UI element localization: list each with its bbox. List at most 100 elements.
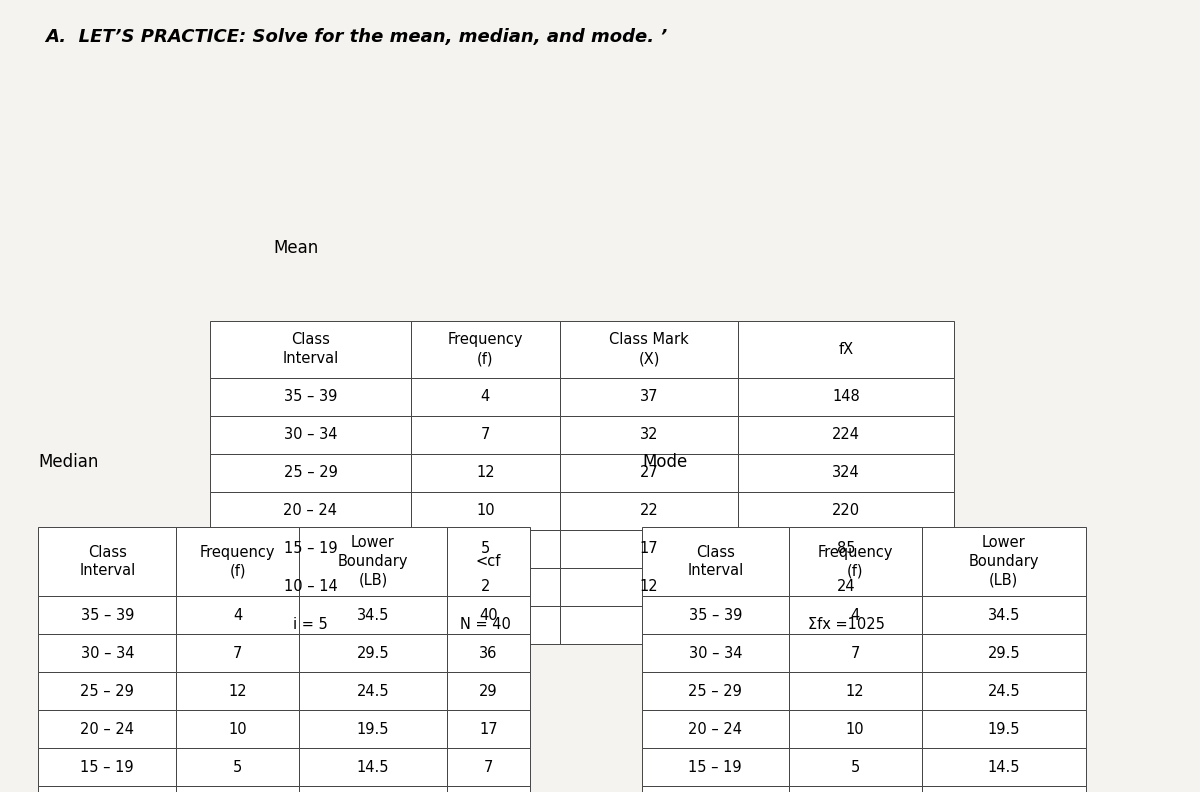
Text: 12: 12	[640, 580, 659, 594]
Text: 324: 324	[833, 466, 860, 480]
Bar	[299, 672, 446, 710]
Text: 30 – 34: 30 – 34	[283, 428, 337, 442]
Bar	[210, 416, 410, 454]
Bar	[922, 634, 1086, 672]
Text: N = 40: N = 40	[460, 618, 511, 632]
Text: 25 – 29: 25 – 29	[283, 466, 337, 480]
Bar	[210, 530, 410, 568]
Bar	[738, 321, 954, 378]
Text: Frequency
(f): Frequency (f)	[448, 333, 523, 366]
Bar	[38, 634, 176, 672]
Bar	[299, 634, 446, 672]
Bar	[410, 530, 559, 568]
Bar	[559, 492, 738, 530]
Bar	[642, 527, 788, 596]
Bar	[559, 568, 738, 606]
Text: 25 – 29: 25 – 29	[689, 684, 742, 699]
Bar	[738, 378, 954, 416]
Bar	[210, 568, 410, 606]
Bar	[38, 672, 176, 710]
Text: 14.5: 14.5	[356, 760, 389, 775]
Text: 220: 220	[832, 504, 860, 518]
Text: 4: 4	[481, 390, 490, 404]
Bar	[642, 596, 788, 634]
Bar	[176, 748, 299, 786]
Text: 40: 40	[479, 608, 498, 623]
Text: Lower
Boundary
(LB): Lower Boundary (LB)	[337, 535, 408, 588]
Bar	[210, 492, 410, 530]
Bar	[299, 596, 446, 634]
Text: 20 – 24: 20 – 24	[80, 722, 134, 737]
Bar	[299, 786, 446, 792]
Bar	[642, 710, 788, 748]
Text: i = 5: i = 5	[293, 618, 328, 632]
Text: 4: 4	[851, 608, 859, 623]
Bar	[738, 606, 954, 644]
Bar	[559, 378, 738, 416]
Bar	[738, 568, 954, 606]
Text: 34.5: 34.5	[356, 608, 389, 623]
Text: 29.5: 29.5	[988, 646, 1020, 661]
Text: 15 – 19: 15 – 19	[80, 760, 134, 775]
Text: 22: 22	[640, 504, 659, 518]
Text: 34.5: 34.5	[988, 608, 1020, 623]
Text: 29: 29	[479, 684, 498, 699]
Bar	[922, 672, 1086, 710]
Bar	[922, 596, 1086, 634]
Text: Class Mark
(X): Class Mark (X)	[610, 333, 689, 366]
Text: Lower
Boundary
(LB): Lower Boundary (LB)	[968, 535, 1039, 588]
Bar	[559, 454, 738, 492]
Bar	[922, 710, 1086, 748]
Bar	[410, 378, 559, 416]
Text: Σfx =1025: Σfx =1025	[808, 618, 884, 632]
Bar	[788, 748, 922, 786]
Bar	[559, 321, 738, 378]
Text: 20 – 24: 20 – 24	[689, 722, 743, 737]
Bar	[210, 321, 410, 378]
Bar	[446, 710, 530, 748]
Bar	[410, 568, 559, 606]
Text: 19.5: 19.5	[356, 722, 389, 737]
Text: 30 – 34: 30 – 34	[689, 646, 742, 661]
Text: 5: 5	[233, 760, 242, 775]
Bar	[788, 710, 922, 748]
Bar	[922, 786, 1086, 792]
Text: Class
Interval: Class Interval	[79, 545, 136, 578]
Text: 10: 10	[476, 504, 494, 518]
Text: Median: Median	[38, 453, 98, 471]
Text: 17: 17	[640, 542, 659, 556]
Bar	[210, 606, 410, 644]
Bar	[788, 672, 922, 710]
Text: 85: 85	[836, 542, 856, 556]
Text: 30 – 34: 30 – 34	[80, 646, 134, 661]
Bar	[410, 492, 559, 530]
Text: 14.5: 14.5	[988, 760, 1020, 775]
Text: Mean: Mean	[274, 239, 319, 257]
Bar	[38, 596, 176, 634]
Bar	[642, 634, 788, 672]
Bar	[176, 672, 299, 710]
Text: 2: 2	[480, 580, 490, 594]
Bar	[642, 748, 788, 786]
Bar	[38, 710, 176, 748]
Text: 10: 10	[228, 722, 247, 737]
Bar	[176, 786, 299, 792]
Text: 7: 7	[233, 646, 242, 661]
Text: 10: 10	[846, 722, 864, 737]
Text: <cf: <cf	[476, 554, 502, 569]
Bar	[210, 454, 410, 492]
Bar	[788, 527, 922, 596]
Text: 24.5: 24.5	[988, 684, 1020, 699]
Bar	[788, 634, 922, 672]
Text: 4: 4	[233, 608, 242, 623]
Bar	[788, 596, 922, 634]
Text: 27: 27	[640, 466, 659, 480]
Text: 36: 36	[479, 646, 498, 661]
Text: 20 – 24: 20 – 24	[283, 504, 337, 518]
Text: Mode: Mode	[642, 453, 688, 471]
Bar	[176, 634, 299, 672]
Text: 7: 7	[480, 428, 490, 442]
Text: 37: 37	[640, 390, 659, 404]
Bar	[210, 378, 410, 416]
Text: 7: 7	[484, 760, 493, 775]
